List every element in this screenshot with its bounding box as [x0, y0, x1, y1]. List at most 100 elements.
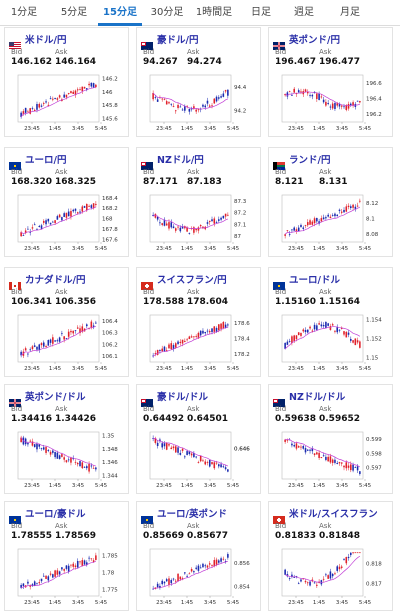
y-tick-label: 0.646: [234, 446, 250, 452]
mini-candlestick-chart[interactable]: 0.599 0.598 0.597 23:45 1:45 3:45 5:45: [273, 429, 391, 493]
mini-candlestick-chart[interactable]: 196.6 196.4 196.2 23:45 1:45 3:45 5:45: [273, 72, 391, 136]
rate-card[interactable]: NZドル/ドル Bid Ask 0.59638 0.59652 0.599 0.598 0.5…: [268, 384, 393, 494]
mini-candlestick-chart[interactable]: 1.785 1.78 1.775 23:45 1:45 3:45 5:45: [9, 546, 127, 610]
rate-card[interactable]: 英ポンド/ドル Bid Ask 1.34416 1.34426 1.35 1.348 1.34…: [4, 384, 129, 494]
rate-card[interactable]: スイスフラン/円 Bid Ask 178.588 178.604 178.6 178.4 17…: [136, 267, 261, 377]
candle-body: [220, 96, 222, 98]
candle-body: [327, 103, 329, 104]
candle-body: [45, 447, 47, 453]
rate-card[interactable]: 米ドル/円 Bid Ask 146.162 146.164 146.2 146 145.8 14…: [4, 27, 129, 137]
candle-body: [347, 556, 350, 559]
mini-candlestick-chart[interactable]: 94.4 94.2 23:45 1:45 3:45 5:45: [141, 72, 259, 136]
currency-pair-link[interactable]: ユーロ/ドル: [289, 275, 340, 286]
candle-body: [322, 325, 325, 327]
mini-candlestick-chart[interactable]: 1.154 1.152 1.15 23:45 1:45 3:45 5:45: [273, 312, 391, 376]
mini-candlestick-chart[interactable]: 106.4 106.3 106.2 106.1 23:45 1:45 3:45 5:45: [9, 312, 127, 376]
plot-frame: [281, 194, 364, 243]
tab-1[interactable]: 5分足: [60, 7, 88, 18]
currency-pair-link[interactable]: NZドル/ドル: [289, 392, 346, 403]
candle-body: [40, 343, 43, 346]
x-tick-label: 1:45: [49, 366, 62, 372]
rate-card[interactable]: NZドル/円 Bid Ask 87.171 87.183 87.3 87.2 87.1 87 23…: [136, 147, 261, 257]
tab-4[interactable]: 1時間足: [195, 7, 233, 18]
candle-body: [170, 343, 173, 350]
candle-body: [199, 567, 202, 569]
currency-pair-link[interactable]: ユーロ/円: [25, 155, 67, 166]
mini-candlestick-chart[interactable]: 0.856 0.854 23:45 1:45 3:45 5:45: [141, 546, 259, 610]
bid-price: 1.78555: [11, 531, 52, 541]
rate-card[interactable]: カナダドル/円 Bid Ask 106.341 106.356 106.4 106.3 106…: [4, 267, 129, 377]
mini-candlestick-chart[interactable]: 146.2 146 145.8 145.6 23:45 1:45 3:45 5:45: [9, 72, 127, 136]
candle-body: [74, 90, 77, 96]
currency-pair-link[interactable]: NZドル/円: [157, 155, 204, 166]
tab-3[interactable]: 30分足: [150, 7, 184, 18]
currency-pair-link[interactable]: 豪ドル/円: [157, 35, 199, 46]
rate-card[interactable]: 米ドル/スイスフラン Bid Ask 0.81833 0.81848 0.818 0.817…: [268, 501, 393, 611]
rate-card[interactable]: ランド/円 Bid Ask 8.121 8.131 8.12 8.1 8.08 23:45 1:4…: [268, 147, 393, 257]
x-tick-label: 23:45: [156, 126, 172, 132]
plot-frame: [17, 194, 100, 243]
rate-card[interactable]: ユーロ/円 Bid Ask 168.320 168.325 168.4 168.2 168 16…: [4, 147, 129, 257]
candle-body: [288, 578, 291, 579]
candle-body: [72, 209, 75, 212]
candle-body: [336, 103, 339, 106]
candle-body: [38, 344, 41, 350]
currency-pair-link[interactable]: 英ポンド/円: [289, 35, 340, 46]
currency-pair-link[interactable]: ユーロ/英ポンド: [157, 509, 227, 520]
currency-pair-link[interactable]: 米ドル/円: [25, 35, 67, 46]
tab-6[interactable]: 週足: [294, 7, 314, 18]
candle-body: [197, 332, 200, 339]
candle-body: [293, 445, 295, 447]
rate-card[interactable]: 英ポンド/円 Bid Ask 196.467 196.477 196.6 196.4 196.…: [268, 27, 393, 137]
bid-label: Bid: [143, 405, 155, 413]
candle-body: [345, 105, 348, 110]
rate-card[interactable]: ユーロ/ドル Bid Ask 1.15160 1.15164 1.154 1.152 1.15…: [268, 267, 393, 377]
candle-body: [56, 570, 59, 575]
ask-label: Ask: [187, 288, 200, 296]
currency-pair-link[interactable]: カナダドル/円: [25, 275, 86, 286]
x-tick-label: 23:45: [288, 126, 304, 132]
candle-body: [288, 233, 291, 235]
candle-body: [316, 584, 318, 586]
candle-body: [24, 348, 27, 351]
tab-7[interactable]: 月足: [340, 7, 360, 18]
mini-candlestick-chart[interactable]: 178.6 178.4 178.2 23:45 1:45 3:45 5:45: [141, 312, 259, 376]
mini-candlestick-chart[interactable]: 1.35 1.348 1.346 1.344 23:45 1:45 3:45 5:45: [9, 429, 127, 493]
flag-au-icon: [141, 392, 153, 407]
candle-body: [67, 459, 70, 461]
candle-body: [163, 98, 166, 100]
rate-card[interactable]: 豪ドル/ドル Bid Ask 0.64492 0.64501 0.646 0.646 23:4…: [136, 384, 261, 494]
tab-2[interactable]: 15分足: [98, 0, 142, 26]
rate-card[interactable]: ユーロ/豪ドル Bid Ask 1.78555 1.78569 1.785 1.78 1.77…: [4, 501, 129, 611]
rate-card[interactable]: ユーロ/英ポンド Bid Ask 0.85669 0.85677 0.856 0.854 23…: [136, 501, 261, 611]
candle-body: [354, 467, 357, 468]
candle-body: [67, 331, 70, 337]
ask-price: 0.85677: [187, 531, 228, 541]
mini-candlestick-chart[interactable]: 0.818 0.817 23:45 1:45 3:45 5:45: [273, 546, 391, 610]
candle-body: [343, 106, 345, 108]
tab-5[interactable]: 日足: [251, 7, 271, 18]
candle-body: [297, 446, 300, 448]
currency-pair-link[interactable]: 豪ドル/ドル: [157, 392, 208, 403]
candle-body: [334, 573, 336, 575]
mini-candlestick-chart[interactable]: 8.12 8.1 8.08 23:45 1:45 3:45 5:45: [273, 192, 391, 256]
currency-pair-link[interactable]: 米ドル/スイスフラン: [289, 509, 378, 520]
mini-candlestick-chart[interactable]: 0.646 0.646 23:45 1:45 3:45 5:45: [141, 429, 259, 493]
candle-body: [195, 456, 197, 458]
tab-0[interactable]: 1分足: [10, 7, 38, 18]
currency-pair-link[interactable]: ユーロ/豪ドル: [25, 509, 86, 520]
mini-candlestick-chart[interactable]: 87.3 87.2 87.1 87 23:45 1:45 3:45 5:45: [141, 192, 259, 256]
x-tick-label: 5:45: [359, 366, 372, 372]
candle-body: [36, 443, 38, 450]
candle-body: [206, 462, 209, 463]
flag-ch-icon: [141, 275, 153, 290]
mini-candlestick-chart[interactable]: 168.4 168.2 168 167.8 167.6 23:45 1:45 3:45 5:45: [9, 192, 127, 256]
currency-pair-link[interactable]: スイスフラン/円: [157, 275, 227, 286]
currency-pair-link[interactable]: ランド/円: [289, 155, 331, 166]
candle-body: [293, 577, 295, 578]
candle-body: [56, 98, 59, 100]
currency-pair-link[interactable]: 英ポンド/ドル: [25, 392, 86, 403]
candle-body: [318, 452, 320, 458]
rate-card[interactable]: 豪ドル/円 Bid Ask 94.267 94.274 94.4 94.2 23:45 1:45…: [136, 27, 261, 137]
x-tick-label: 23:45: [288, 246, 304, 252]
